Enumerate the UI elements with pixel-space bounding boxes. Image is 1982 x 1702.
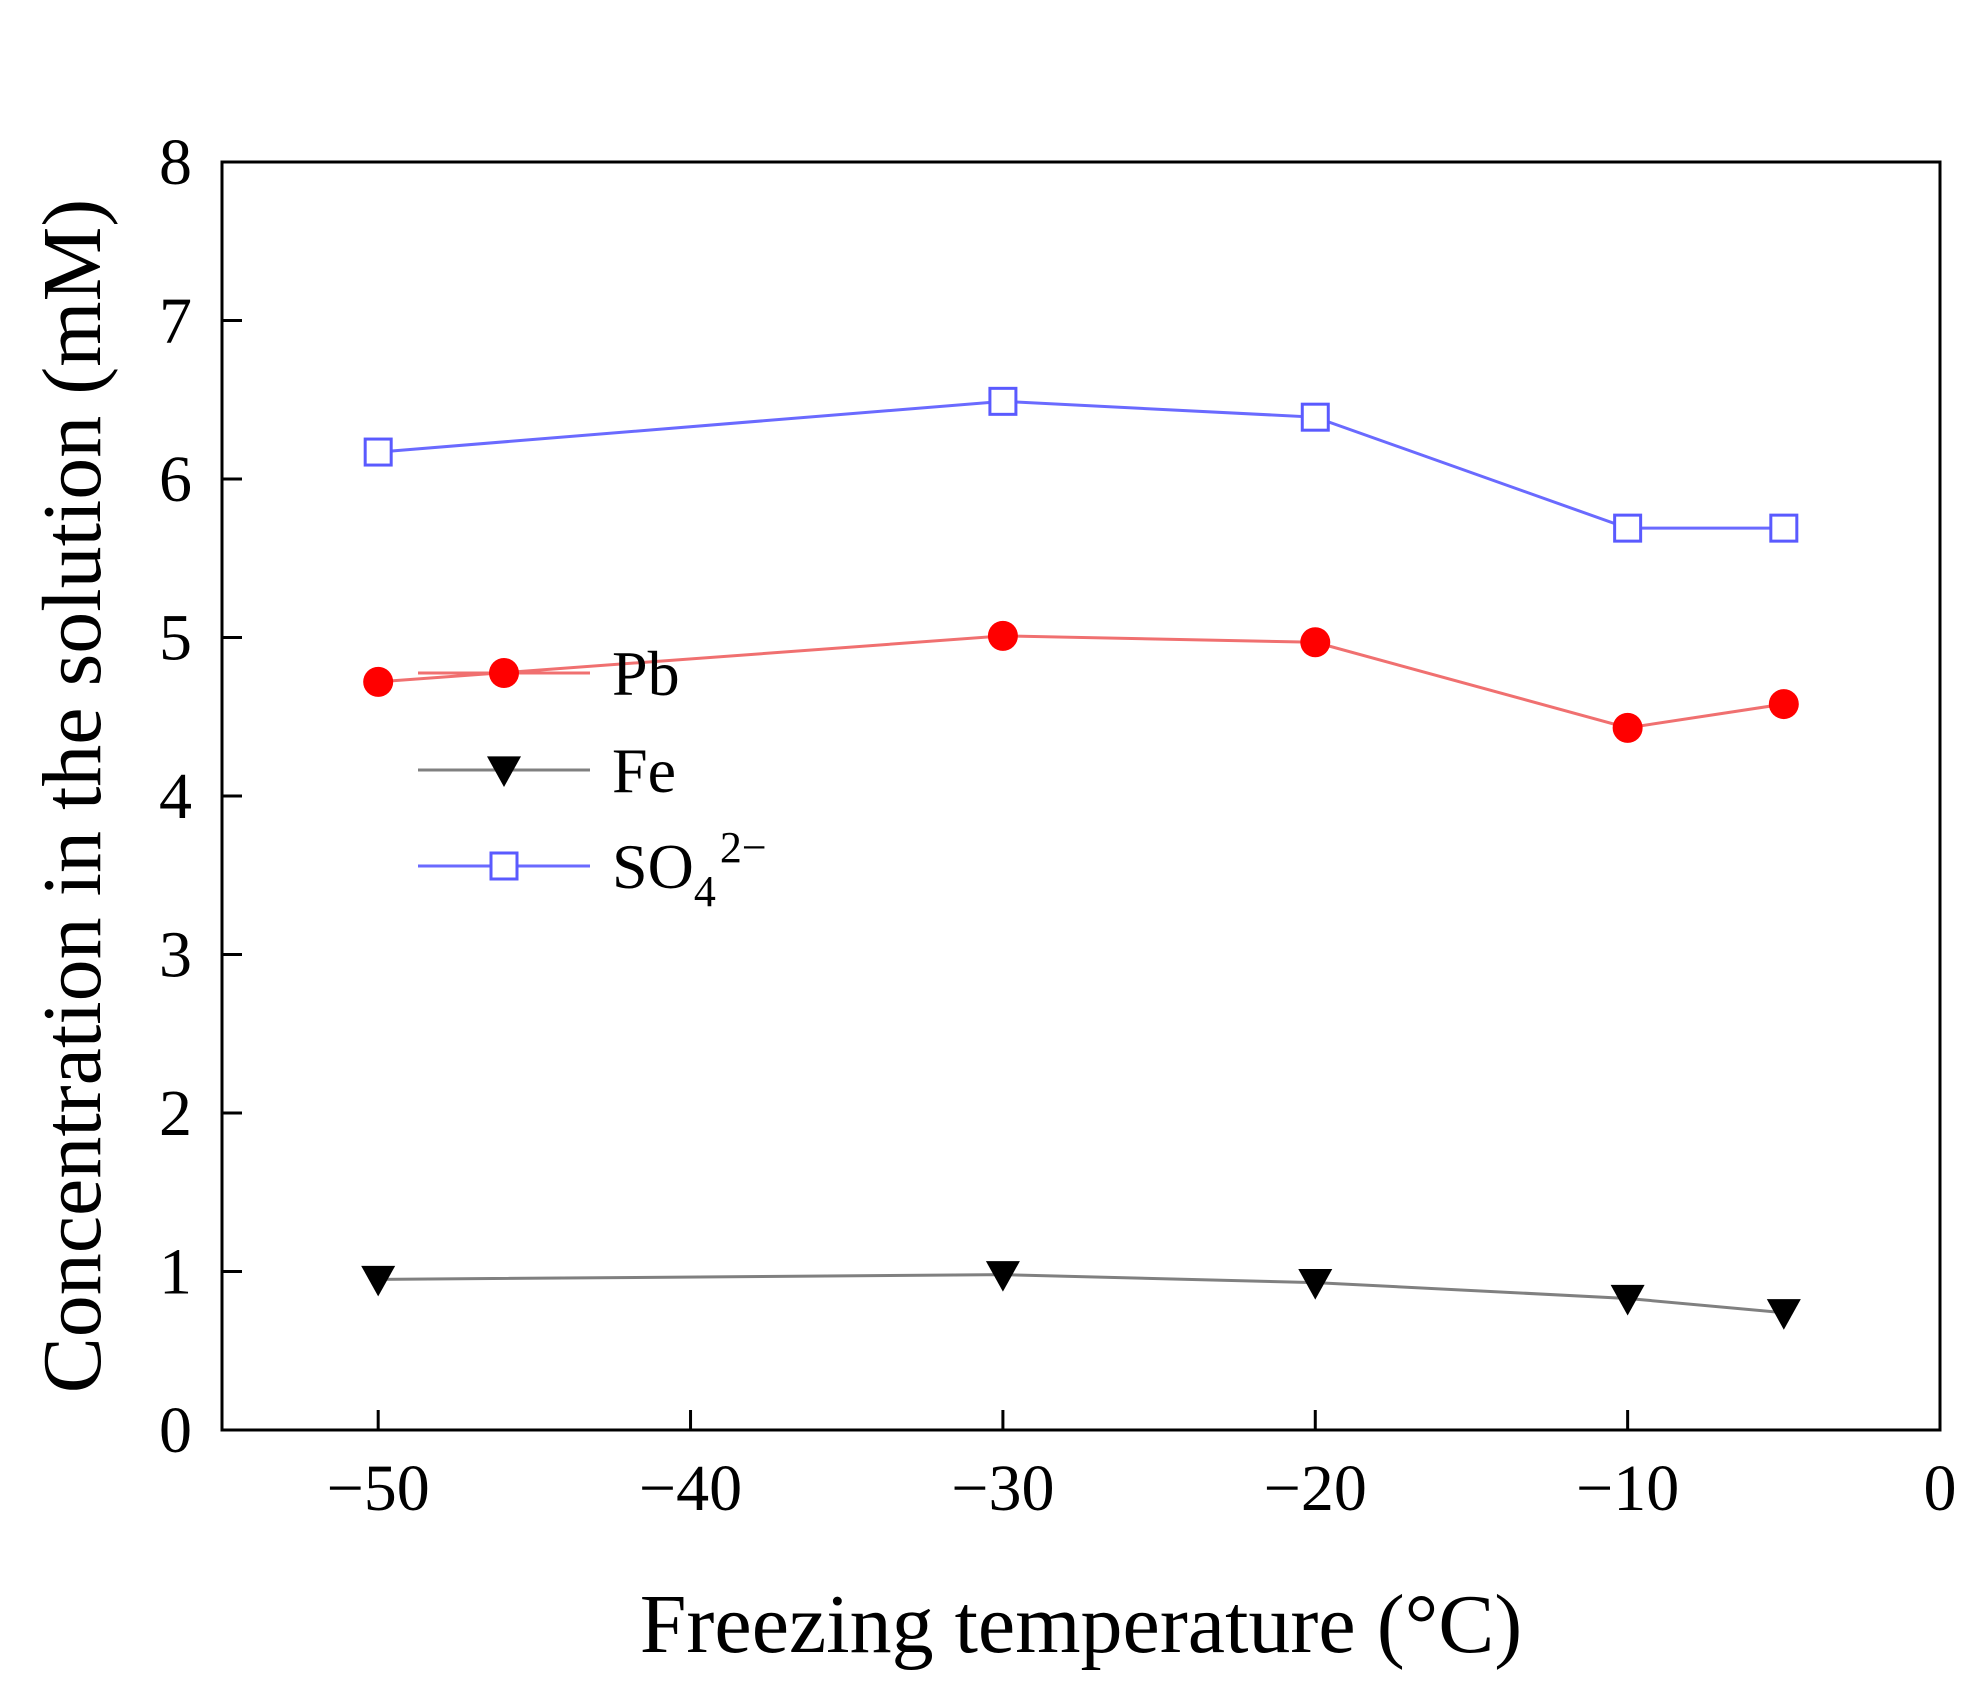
x-tick-label: 0: [1924, 1452, 1957, 1525]
data-point-so4: [1613, 513, 1643, 543]
series-so4: [363, 386, 1799, 543]
y-tick-label: 2: [159, 1077, 192, 1150]
y-tick-label: 8: [159, 126, 192, 199]
data-point-pb: [1612, 712, 1643, 743]
data-point-pb: [1300, 627, 1331, 658]
y-tick-label: 7: [159, 285, 192, 358]
legend-marker-pb: [489, 658, 519, 688]
data-point-fe: [1610, 1284, 1645, 1316]
y-tick-label: 0: [159, 1394, 192, 1467]
data-point-fe: [985, 1261, 1020, 1292]
x-tick-label: −10: [1576, 1452, 1679, 1525]
x-tick-label: −30: [951, 1452, 1054, 1525]
series-line-pb: [378, 634, 1785, 730]
series-line-fe: [378, 1273, 1784, 1315]
legend-marker-so4: [489, 851, 519, 881]
data-point-so4: [1300, 402, 1330, 432]
legend-label-pb: Pb: [612, 638, 680, 709]
data-point-fe: [1298, 1268, 1333, 1300]
data-point-so4: [1769, 513, 1799, 543]
legend-item-fe: Fe: [418, 735, 676, 806]
legend-label-so4: SO42−: [612, 823, 767, 916]
y-axis-title: Concentration in the solution (mM): [26, 199, 119, 1394]
series-line-so4: [378, 399, 1784, 530]
series-layer: [361, 386, 1801, 1330]
data-point-pb: [363, 666, 394, 697]
y-tick-label: 5: [159, 602, 192, 675]
y-axis-ticks: 0 1 2 3 4 5 6 7 8: [159, 126, 242, 1467]
x-tick-label: −40: [639, 1452, 742, 1525]
data-point-pb: [1768, 689, 1799, 720]
data-point-so4: [363, 437, 393, 467]
data-point-pb: [987, 620, 1018, 651]
x-axis-ticks: −50 −40 −30 −20 −10 0: [327, 1410, 1957, 1525]
y-tick-label: 1: [159, 1236, 192, 1309]
data-point-so4: [988, 386, 1018, 416]
plot-area-frame: [220, 160, 1942, 1432]
series-fe: [361, 1261, 1801, 1330]
legend-label-fe: Fe: [612, 735, 676, 806]
y-tick-label: 6: [159, 443, 192, 516]
y-tick-label: 3: [159, 919, 192, 992]
legend-marker-fe: [487, 756, 521, 787]
x-tick-label: −50: [327, 1452, 430, 1525]
legend: Pb Fe SO42−: [418, 638, 767, 916]
x-axis-title: Freezing temperature (°C): [640, 1578, 1523, 1671]
series-pb: [363, 620, 1799, 743]
y-tick-label: 4: [159, 760, 192, 833]
data-point-fe: [1766, 1299, 1801, 1330]
data-point-fe: [361, 1265, 396, 1297]
legend-item-so4: SO42−: [418, 823, 767, 916]
x-tick-label: −20: [1264, 1452, 1367, 1525]
legend-item-pb: Pb: [418, 638, 680, 709]
